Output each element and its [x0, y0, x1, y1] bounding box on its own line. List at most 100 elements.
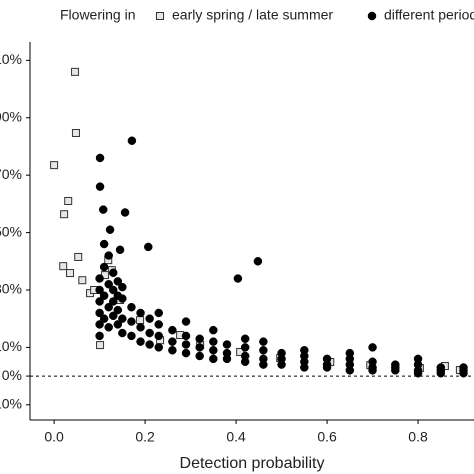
y-tick-label: 110% — [0, 51, 22, 67]
point — [113, 320, 123, 329]
point — [71, 128, 80, 137]
point — [66, 269, 75, 278]
point — [145, 340, 154, 349]
x-tick-label: 0.4 — [226, 429, 246, 445]
point — [145, 328, 154, 338]
point — [99, 262, 109, 272]
point — [436, 368, 446, 378]
point — [145, 314, 154, 323]
point — [209, 354, 218, 364]
x-tick-label: 0.8 — [408, 429, 428, 445]
point — [113, 277, 123, 286]
legend-title: Flowering in — [60, 7, 135, 23]
point — [300, 346, 309, 355]
point — [259, 360, 268, 369]
point — [181, 317, 191, 326]
point — [222, 340, 232, 349]
point — [109, 297, 118, 306]
y-tick-label: 50% — [0, 223, 22, 239]
point — [118, 314, 127, 323]
point — [127, 302, 136, 312]
point — [259, 337, 268, 346]
point — [113, 305, 123, 315]
point — [240, 334, 250, 344]
point — [95, 297, 104, 306]
point — [459, 368, 468, 378]
point — [98, 205, 108, 214]
point — [368, 343, 377, 352]
y-tick-label: 90% — [0, 108, 22, 124]
point — [209, 346, 218, 355]
point — [253, 257, 263, 266]
point — [136, 308, 145, 318]
point — [345, 366, 355, 375]
point — [300, 363, 309, 372]
legend-label: early spring / late summer — [172, 7, 333, 23]
point — [50, 161, 59, 170]
point — [127, 331, 136, 341]
point — [71, 67, 80, 76]
legend-marker — [156, 12, 164, 20]
point — [109, 268, 118, 278]
point — [168, 337, 177, 346]
y-tick-label: -10% — [0, 395, 22, 411]
point — [168, 325, 177, 335]
point — [154, 331, 163, 341]
point — [222, 354, 232, 364]
point — [95, 182, 105, 191]
y-tick-label: 0% — [2, 367, 22, 383]
point — [154, 343, 163, 352]
x-tick-label: 0.6 — [317, 429, 337, 445]
point — [99, 291, 109, 300]
point — [181, 331, 191, 341]
point — [368, 366, 377, 375]
point — [144, 242, 153, 252]
point — [127, 136, 137, 145]
point — [240, 357, 250, 366]
point — [96, 341, 105, 350]
point — [195, 351, 204, 361]
point — [95, 274, 104, 283]
point — [118, 282, 127, 292]
point — [74, 252, 83, 261]
point — [181, 340, 191, 349]
point — [104, 279, 113, 289]
point — [154, 320, 163, 329]
point — [99, 314, 109, 323]
point — [104, 251, 113, 260]
point — [59, 262, 68, 271]
point — [240, 343, 250, 352]
point — [195, 343, 204, 352]
point — [95, 153, 105, 163]
x-tick-label: 0.2 — [135, 429, 155, 445]
point — [322, 363, 332, 372]
point — [209, 325, 218, 335]
point — [120, 208, 130, 217]
point — [136, 323, 145, 332]
point — [64, 197, 73, 206]
point — [109, 311, 118, 321]
point — [195, 334, 204, 344]
point — [118, 328, 127, 338]
point — [233, 274, 243, 283]
x-axis-label: Detection probability — [180, 455, 325, 472]
point — [104, 323, 113, 332]
point — [118, 294, 127, 303]
point — [105, 225, 115, 234]
point — [136, 337, 145, 346]
point — [154, 308, 163, 318]
point — [345, 348, 355, 358]
point — [60, 210, 69, 219]
point — [209, 337, 218, 346]
x-tick-label: 0.0 — [44, 429, 64, 445]
legend-marker — [367, 11, 377, 21]
y-tick-label: 30% — [0, 281, 22, 297]
point — [95, 308, 104, 318]
point — [104, 302, 113, 312]
legend-label: different periods — [384, 7, 474, 23]
point — [277, 360, 286, 369]
point — [127, 317, 136, 326]
point — [413, 368, 423, 378]
point — [168, 346, 177, 355]
